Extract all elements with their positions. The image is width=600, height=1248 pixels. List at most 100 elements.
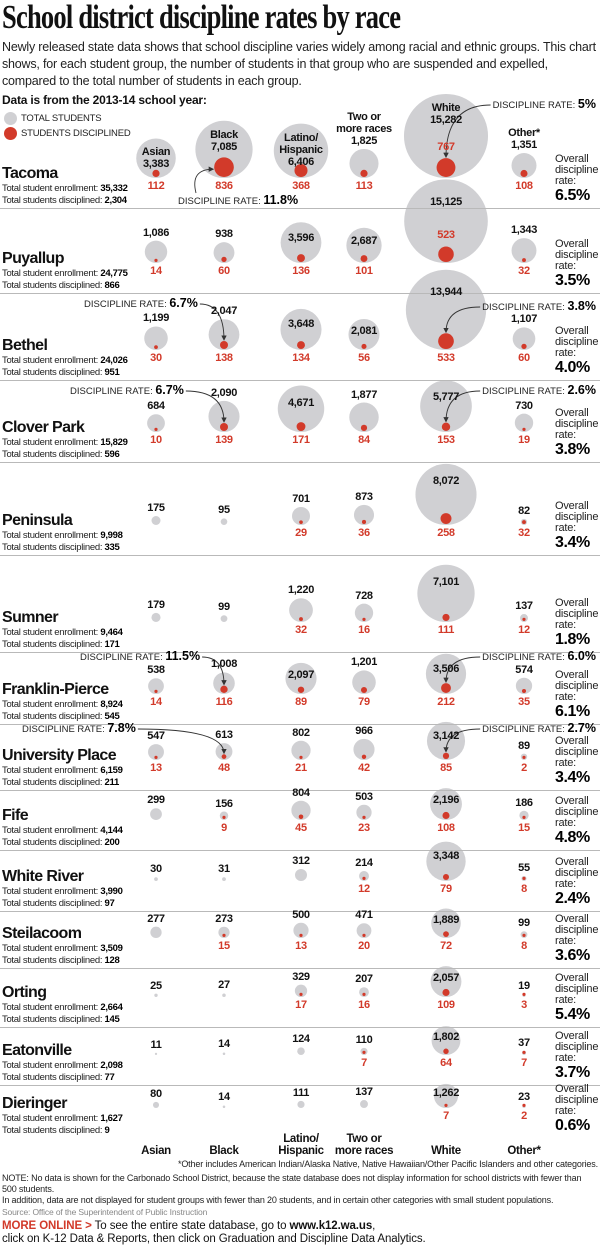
total-label-two-or-more: 207 [355,973,373,986]
total-label-latino: 329 [292,970,310,983]
total-bubble-two-or-more [359,987,369,998]
total-label-other: 574 [515,663,533,676]
overall-rate-value: 4.8% [555,829,590,846]
disciplined-bubble-black [220,685,228,693]
disciplined-bubble-white [440,513,452,525]
more-online-link[interactable]: www.k12.wa.us [289,1220,373,1232]
disciplined-line: Total students disciplined: 128 [2,955,120,967]
disciplined-label: Total students disciplined: [2,542,105,553]
disciplined-bubble-latino [299,520,303,525]
footer: *Other includes American Indian/Alaska N… [2,1159,598,1246]
total-label-other: 99 [518,917,530,930]
disciplined-bubble-white [436,158,456,178]
total-label-other: 19 [518,980,530,993]
disciplined-label: Total students disciplined: [2,1072,105,1083]
disciplined-label-other: 60 [518,352,530,364]
disciplined-value: 128 [104,955,120,966]
total-bubble-asian [154,1052,158,1055]
annotation-value: 11.8% [263,193,299,207]
row-divider [0,1085,600,1086]
total-label-black: 2,090 [210,386,238,399]
total-bubble-latino [297,1100,305,1108]
overall-rate-value: 3.7% [555,1064,590,1081]
annotation-arrow [443,656,481,683]
total-label-black: 2,047 [210,305,238,318]
overall-rate-label: Overall discipline rate: [555,856,599,890]
total-label-asian: 1,199 [142,312,170,325]
total-bubble-two-or-more [349,148,379,178]
total-label-other: 730 [515,399,533,412]
axis-label-black: Black [209,1145,239,1157]
more-online: MORE ONLINE > To see the entire state da… [2,1220,598,1233]
enrollment-value: 24,026 [100,355,128,366]
total-bubble-two-or-more [360,1100,368,1108]
total-bubble-two-or-more [359,871,369,882]
disciplined-label-two-or-more: 79 [358,696,370,708]
disciplined-label-white: 79 [440,883,452,895]
disciplined-line: Total students disciplined: 335 [2,542,120,554]
enrollment-value: 1,627 [100,1113,123,1124]
enrollment-label: Total student enrollment: [2,627,101,638]
disciplined-bubble-other [522,258,526,262]
annotation-arrow [185,390,227,423]
more-online-label: MORE ONLINE > [2,1220,92,1232]
total-label-asian: 1,086 [142,226,170,239]
disciplined-line: Total students disciplined: 145 [2,1014,120,1026]
total-bubble-white [405,269,487,350]
total-label-white: 13,944 [430,285,462,298]
enrollment-label: Total student enrollment: [2,268,101,279]
total-bubble-black [220,518,228,525]
disciplined-bubble-white [443,1048,449,1054]
disciplined-bubble-white [444,1103,448,1107]
disciplined-bubble-asian [152,169,160,177]
disciplined-bubble-other [522,815,526,820]
total-label-two-or-more: 1,877 [350,388,378,401]
disciplined-value: 866 [104,280,120,291]
total-label-black: 14 [218,1091,230,1104]
overall-rate-label: Overall discipline rate: [555,407,599,441]
total-bubble-white [430,788,462,820]
disciplined-bubble-black [221,754,227,759]
disciplined-bubble-other [520,169,528,177]
total-bubble-asian [151,516,161,525]
total-label-other: 55 [518,861,530,874]
disciplined-label-other: 2 [521,1110,527,1122]
overall-rate-value: 6.5% [555,187,590,204]
disciplined-label-latino: 17 [295,999,307,1011]
total-label-other: 186 [515,796,533,809]
district-name: Dieringer [2,1095,67,1112]
district-name: Clover Park [2,419,85,436]
total-label-latino: Latino/ Hispanic 6,406 [279,131,323,168]
disciplined-label-latino: 29 [295,527,307,539]
disciplined-value: 335 [104,542,120,553]
disciplined-label-white: 767 [437,141,455,154]
disciplined-label: Total students disciplined: [2,777,105,788]
disciplined-value: 596 [104,449,120,460]
disciplined-line: Total students disciplined: 9 [2,1125,110,1137]
total-bubble-black [195,120,253,178]
total-label-white: 2,057 [432,971,460,984]
disciplined-label-other: 35 [518,696,530,708]
row-divider [0,850,600,851]
total-label-latino: 124 [292,1033,310,1046]
disciplined-label-other: 2 [521,762,527,774]
disciplined-bubble-other [522,992,526,997]
district-name: University Place [2,747,117,764]
disciplined-label-white: 109 [437,999,455,1011]
disciplined-label-latino: 13 [295,940,307,952]
page-title: School district discipline rates by race [2,0,401,36]
discipline-rate-annotation: DISCIPLINE RATE: 7.8% [22,722,136,736]
total-label-white: 8,072 [432,474,460,487]
disciplined-label-white: 108 [437,822,455,834]
disciplined-bubble-latino [297,686,305,693]
disciplined-label-white: 212 [437,696,455,708]
disciplined-label-white: 7 [443,1110,449,1122]
disciplined-label-black: 48 [218,762,230,774]
overall-rate-value: 1.8% [555,631,590,648]
annotation-value: 2.7% [567,721,597,735]
total-label-white: 3,348 [432,850,460,863]
total-bubble-latino [291,800,311,820]
total-label-two-or-more: 728 [355,589,373,602]
disciplined-bubble-asian [154,427,158,431]
total-bubble-asian [154,993,158,997]
